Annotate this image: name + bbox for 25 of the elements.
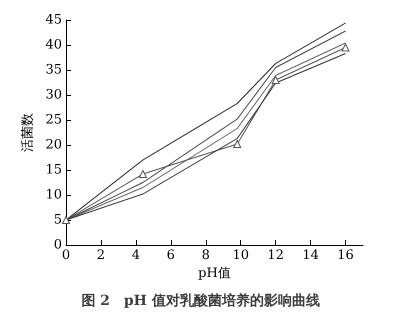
point [138,170,147,178]
x-tick-label: 8 [202,248,210,263]
y-tick-label: 10 [45,188,62,202]
y-tick-label: 35 [45,62,62,78]
y-axis-title: 活菌数 [20,113,36,152]
y-tick-label: 25 [45,112,62,128]
y-tick-label: 40 [45,38,62,52]
x-axis-title: pH值 [198,266,231,281]
x-tick-label: 4 [132,248,140,263]
x-tick-label: 12 [267,248,284,263]
x-tick-label: 2 [96,248,106,263]
point [272,76,280,84]
y-tick-label: 45 [45,12,62,28]
y-tick-label: 20 [45,138,62,152]
point [342,44,350,52]
y-tick-label: 0 [54,238,62,252]
text: 图 2 pH 值对乳酸菌培养的影响曲线 [81,292,320,309]
x-tick-label: 10 [232,248,249,263]
y-tick-label: 30 [45,88,62,102]
x-tick-label: 16 [337,248,354,263]
point [233,140,242,148]
y-tick-label: 5 [54,212,62,228]
x-tick-label: 6 [166,248,175,263]
y-tick-label: 15 [45,162,62,178]
x-tick-label: 14 [302,248,319,263]
